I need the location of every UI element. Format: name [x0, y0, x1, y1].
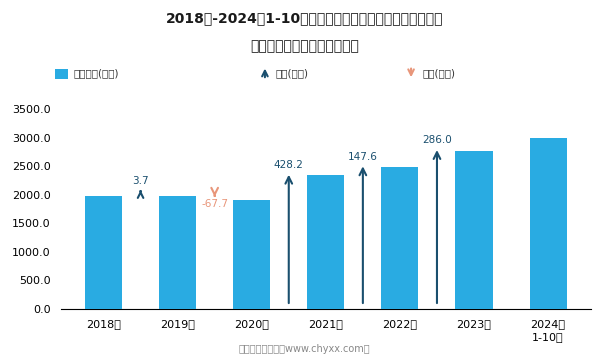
Text: 制图：智研咨询（www.chyxx.com）: 制图：智研咨询（www.chyxx.com）	[239, 344, 370, 354]
Bar	[308, 175, 344, 309]
Bar	[530, 138, 566, 309]
Text: 输设备制造业出口货值统计图: 输设备制造业出口货值统计图	[250, 39, 359, 53]
Text: 2018年-2024年1-10月全国铁路、船舶、航空航天和其他运: 2018年-2024年1-10月全国铁路、船舶、航空航天和其他运	[166, 11, 443, 25]
Text: 增加(亿元): 增加(亿元)	[276, 69, 309, 79]
Text: 147.6: 147.6	[348, 152, 378, 162]
Text: 286.0: 286.0	[422, 135, 452, 145]
Text: 428.2: 428.2	[274, 160, 304, 170]
Text: 减少(亿元): 减少(亿元)	[422, 69, 455, 79]
Text: -67.7: -67.7	[201, 199, 228, 209]
Bar	[381, 167, 418, 309]
Bar	[85, 196, 122, 309]
Bar	[159, 196, 196, 309]
Text: 3.7: 3.7	[132, 176, 149, 186]
Bar	[456, 151, 493, 309]
Bar	[233, 200, 270, 309]
Text: 出口货值(亿元): 出口货值(亿元)	[73, 69, 119, 79]
